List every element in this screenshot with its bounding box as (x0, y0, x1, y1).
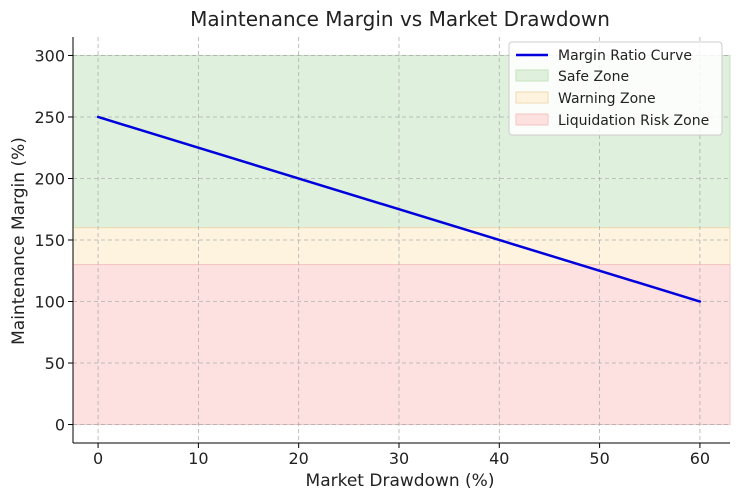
x-tick-label: 10 (188, 449, 208, 468)
y-tick-label: 200 (34, 169, 65, 188)
x-tick-label: 0 (93, 449, 103, 468)
series-layer (96, 115, 702, 303)
legend-frame (508, 41, 723, 136)
legend: Margin Ratio Curve Safe Zone Warning Zon… (508, 41, 723, 136)
zone-warning-zone (72, 227, 731, 266)
legend-swatch-warning-zone (515, 91, 549, 104)
x-tick-label: 50 (589, 449, 609, 468)
y-tick-label: 50 (45, 354, 65, 373)
y-tick-label: 300 (34, 46, 65, 65)
x-tick-label: 20 (289, 449, 309, 468)
legend-swatch-safe-zone (515, 69, 549, 82)
zone-liquidation-risk-zone (72, 264, 731, 426)
x-tick-label: 40 (489, 449, 509, 468)
legend-swatch-liquidation-risk-zone (515, 113, 549, 126)
y-tick-label: 150 (34, 231, 65, 250)
chart-title: Maintenance Margin vs Market Drawdown (190, 7, 610, 31)
y-tick-label: 0 (55, 416, 65, 435)
x-axis-label: Market Drawdown (%) (306, 471, 495, 491)
y-tick-label: 100 (34, 293, 65, 312)
y-tick-label: 250 (34, 108, 65, 127)
legend-label-safe-zone: Safe Zone (558, 69, 629, 85)
legend-label-warning-zone: Warning Zone (558, 91, 656, 107)
y-axis-label: Maintenance Margin (%) (9, 137, 29, 345)
legend-label-margin-ratio-curve: Margin Ratio Curve (558, 48, 692, 64)
x-tick-label: 30 (389, 449, 409, 468)
ticks-layer: 0 10 20 30 40 50 60 0 50 100 150 200 250 300 (34, 46, 710, 468)
legend-label-liquidation-risk-zone: Liquidation Risk Zone (558, 113, 709, 129)
series-line-margin-ratio-curve (96, 115, 702, 303)
x-tick-label: 60 (690, 449, 710, 468)
